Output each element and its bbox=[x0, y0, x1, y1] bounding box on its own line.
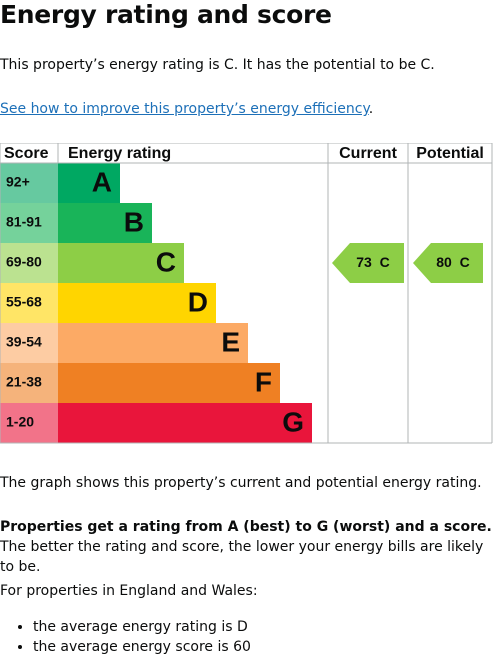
score-range: 39-54 bbox=[6, 334, 42, 350]
potential-band: C bbox=[460, 254, 470, 270]
score-range: 81-91 bbox=[6, 214, 42, 230]
current-band: C bbox=[380, 254, 390, 270]
current-arrow bbox=[332, 243, 404, 283]
average-list: the average energy rating is D the avera… bbox=[0, 617, 251, 657]
average-item: the average energy rating is D bbox=[33, 617, 251, 637]
potential-score: 80 bbox=[436, 254, 452, 270]
graph-note: The graph shows this property’s current … bbox=[0, 475, 482, 491]
column-header: Energy rating bbox=[68, 145, 171, 162]
energy-chart: Score Energy rating Current Potential 92+ A 81… bbox=[0, 143, 493, 444]
improve-link[interactable]: See how to improve this property’s energ… bbox=[0, 101, 369, 117]
score-cell bbox=[0, 243, 58, 283]
rating-explainer: Properties get a rating from A (best) to… bbox=[0, 517, 492, 577]
intro: This property’s energy rating is C. It h… bbox=[0, 57, 435, 73]
rating-bar bbox=[58, 163, 120, 203]
score-range: 1-20 bbox=[6, 414, 34, 430]
rating-bar bbox=[58, 283, 216, 323]
score-range: 55-68 bbox=[6, 294, 42, 310]
score-cell bbox=[0, 363, 58, 403]
potential-label: 80 C bbox=[436, 254, 469, 270]
rating-letter: B bbox=[124, 206, 144, 237]
rating-letter: C bbox=[156, 246, 176, 277]
rating-explainer-bold: Properties get a rating from A (best) to… bbox=[0, 519, 492, 535]
score-range: 92+ bbox=[6, 174, 30, 190]
score-cell bbox=[0, 203, 58, 243]
score-range: 21-38 bbox=[6, 374, 42, 390]
link-line: See how to improve this property’s energ… bbox=[0, 99, 492, 119]
region-note: For properties in England and Wales: bbox=[0, 583, 258, 599]
column-header: Current bbox=[339, 145, 397, 162]
rating-bar bbox=[58, 203, 152, 243]
score-range: 69-80 bbox=[6, 254, 42, 270]
rating-letter: E bbox=[221, 326, 240, 357]
rating-letter: F bbox=[255, 366, 272, 397]
potential-arrow bbox=[413, 243, 483, 283]
average-item: the average energy score is 60 bbox=[33, 637, 251, 657]
current-label: 73 C bbox=[356, 254, 389, 270]
rating-bar bbox=[58, 323, 248, 363]
rating-bar bbox=[58, 363, 280, 403]
rating-bar bbox=[58, 243, 184, 283]
rating-letter: G bbox=[282, 406, 304, 437]
column-header: Potential bbox=[416, 145, 484, 162]
score-cell bbox=[0, 163, 58, 203]
rating-bar bbox=[58, 403, 312, 443]
link-suffix: . bbox=[368, 101, 374, 117]
column-header: Score bbox=[4, 145, 49, 162]
score-cell bbox=[0, 283, 58, 323]
rating-explainer-text: The better the rating and score, the low… bbox=[0, 539, 484, 575]
rating-letter: A bbox=[92, 166, 112, 197]
score-cell bbox=[0, 403, 58, 443]
score-cell bbox=[0, 323, 58, 363]
page-title: Energy rating and score bbox=[0, 0, 332, 29]
current-score: 73 bbox=[356, 254, 372, 270]
rating-letter: D bbox=[188, 286, 208, 317]
